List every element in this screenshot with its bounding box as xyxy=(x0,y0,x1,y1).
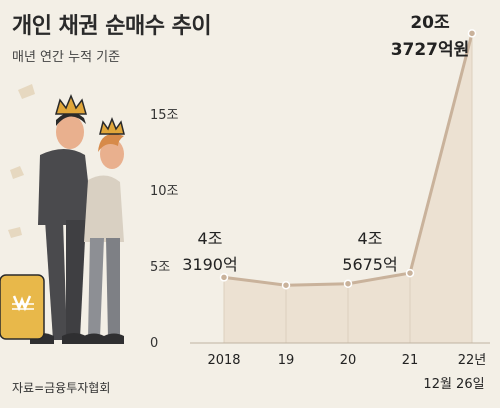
y-tick-label: 5조 xyxy=(150,260,170,275)
y-tick-label: 10조 xyxy=(150,184,179,199)
area-fill xyxy=(224,33,472,343)
data-point xyxy=(219,273,229,282)
data-point xyxy=(467,29,477,38)
x-tick-sublabel: 12월 26일 xyxy=(423,377,484,392)
plot-area: 0 5조 10조 15조 2018 19 20 21 22년 12월 26일 4조 3190억 4조 56… xyxy=(150,13,490,392)
data-label-line1: 4조 xyxy=(358,229,383,248)
chart-title: 개인 채권 순매수 추이 xyxy=(12,14,212,39)
data-label-line1: 4조 xyxy=(198,229,223,248)
data-label-line2: 3727억원 xyxy=(391,40,470,60)
x-tick-label: 22년 xyxy=(458,353,487,368)
data-point xyxy=(343,279,353,288)
y-tick-label: 0 xyxy=(150,336,158,351)
x-tick-label: 21 xyxy=(402,353,419,368)
x-tick-label: 20 xyxy=(340,353,357,368)
data-label-line2: 5675억 xyxy=(342,255,397,274)
data-point xyxy=(405,268,415,278)
data-label-line1: 20조 xyxy=(410,13,450,33)
data-label-line2: 3190억 xyxy=(182,255,237,274)
chart-subtitle: 매년 연간 누적 기준 xyxy=(12,50,121,65)
x-tick-label: 2018 xyxy=(207,353,240,368)
source-note: 자료=금융투자협회 xyxy=(12,381,111,395)
data-point xyxy=(281,280,291,290)
y-tick-label: 15조 xyxy=(150,108,179,123)
x-tick-label: 19 xyxy=(278,353,295,368)
couple-illustration xyxy=(0,84,125,344)
